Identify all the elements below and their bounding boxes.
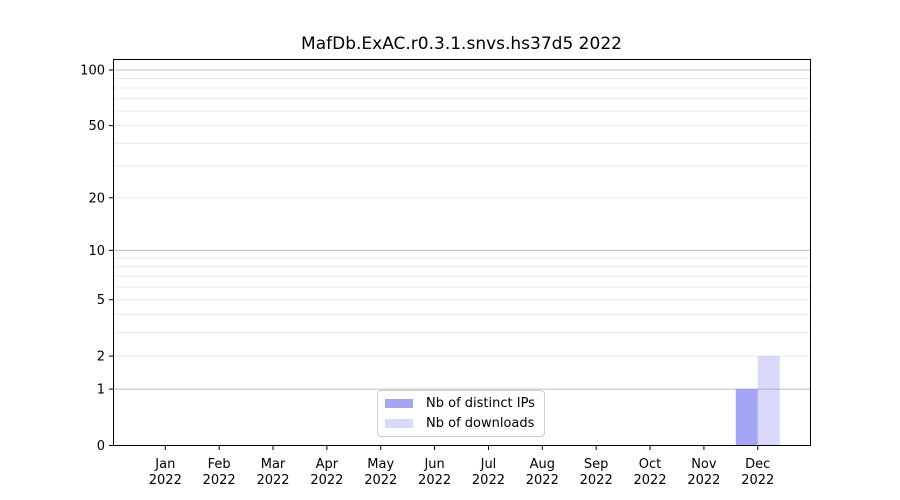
y-tick-label: 2: [97, 350, 105, 365]
y-tick-label: 5: [97, 293, 105, 308]
x-tick-label-month: Mar: [261, 457, 286, 472]
x-tick-label-year: 2022: [526, 473, 559, 488]
y-tick-label: 1: [97, 383, 105, 398]
y-tick-label: 0: [97, 439, 105, 454]
y-tick-label: 20: [88, 191, 105, 206]
x-tick-label-year: 2022: [687, 473, 720, 488]
x-tick-label-year: 2022: [472, 473, 505, 488]
x-tick-label-year: 2022: [310, 473, 343, 488]
x-tick-label-year: 2022: [256, 473, 289, 488]
x-tick-label-month: May: [367, 457, 394, 472]
axes-spines: [113, 59, 811, 446]
x-tick-label-year: 2022: [741, 473, 774, 488]
legend-label-downloads: Nb of downloads: [426, 415, 535, 431]
chart-title: MafDb.ExAC.r0.3.1.snvs.hs37d5 2022: [301, 34, 622, 54]
legend-item-downloads: Nb of downloads: [385, 416, 537, 432]
x-tick-label-month: Jun: [423, 457, 444, 472]
x-tick-label-year: 2022: [364, 473, 397, 488]
x-tick-label-year: 2022: [203, 473, 236, 488]
bar-distinct-ips: [735, 389, 758, 446]
x-tick-label-year: 2022: [633, 473, 666, 488]
y-tick-label: 100: [80, 64, 105, 79]
distinct-ips-swatch: [385, 399, 413, 408]
legend-label-distinct-ips: Nb of distinct IPs: [426, 395, 535, 411]
x-tick-label-month: Jul: [480, 457, 497, 472]
x-tick-label-year: 2022: [580, 473, 613, 488]
x-tick-label-month: Aug: [530, 457, 555, 472]
x-tick-label-month: Apr: [316, 457, 339, 472]
bar-downloads: [757, 356, 780, 446]
x-tick-label-month: Nov: [691, 457, 717, 472]
downloads-swatch: [385, 419, 413, 428]
x-tick-label-month: Dec: [745, 457, 770, 472]
x-tick-label-month: Oct: [639, 457, 661, 472]
x-tick-label-month: Feb: [208, 457, 231, 472]
y-tick-label: 10: [88, 244, 105, 259]
x-tick-label-month: Sep: [584, 457, 609, 472]
legend-item-distinct-ips: Nb of distinct IPs: [385, 396, 537, 412]
x-tick-label-month: Jan: [154, 457, 175, 472]
x-tick-label-year: 2022: [149, 473, 182, 488]
y-tick-label: 50: [88, 119, 105, 134]
x-tick-label-year: 2022: [418, 473, 451, 488]
legend: Nb of distinct IPs Nb of downloads: [377, 390, 545, 437]
